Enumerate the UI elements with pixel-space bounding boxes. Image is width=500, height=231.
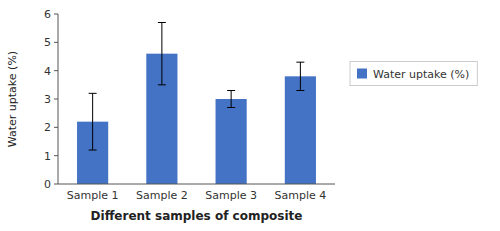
y-tick xyxy=(54,155,58,156)
y-axis-line xyxy=(58,14,59,184)
x-axis-line xyxy=(58,184,335,185)
y-tick xyxy=(54,184,58,185)
error-cap xyxy=(158,22,166,23)
y-tick-label: 6 xyxy=(44,8,51,21)
y-tick-label: 4 xyxy=(44,65,51,78)
x-tick-label: Sample 4 xyxy=(275,189,327,202)
error-cap xyxy=(89,150,97,151)
y-tick xyxy=(54,127,58,128)
error-line xyxy=(161,23,162,85)
y-tick xyxy=(54,99,58,100)
error-bar xyxy=(158,23,166,85)
x-tick-label: Sample 2 xyxy=(136,189,188,202)
y-axis-label: Water uptake (%) xyxy=(6,51,19,147)
error-cap xyxy=(296,62,304,63)
y-tick-label: 2 xyxy=(44,121,51,134)
error-cap xyxy=(227,90,235,91)
y-tick-label: 1 xyxy=(44,150,51,163)
error-bar xyxy=(227,91,235,108)
y-tick xyxy=(54,70,58,71)
error-line xyxy=(300,62,301,90)
error-bar xyxy=(296,62,304,90)
error-bar xyxy=(89,93,97,150)
y-tick xyxy=(54,14,58,15)
x-tick-label: Sample 1 xyxy=(67,189,119,202)
error-cap xyxy=(89,93,97,94)
legend-label: Water uptake (%) xyxy=(373,68,469,81)
bar xyxy=(285,76,316,184)
x-axis-label: Different samples of composite xyxy=(91,209,303,223)
legend-frame xyxy=(350,62,477,86)
y-tick-label: 5 xyxy=(44,36,51,49)
y-tick-label: 3 xyxy=(44,93,51,106)
legend-swatch xyxy=(357,69,367,79)
error-line xyxy=(92,93,93,150)
legend: Water uptake (%) xyxy=(350,62,477,86)
error-cap xyxy=(296,90,304,91)
y-tick-label: 0 xyxy=(44,178,51,191)
chart-svg: 0 1 2 3 4 5 6 Sample 1 Sample 2 Sample 3 Sample 4 D… xyxy=(0,0,500,231)
bar xyxy=(216,99,247,184)
chart-container: 0 1 2 3 4 5 6 Sample 1 Sample 2 Sample 3 Sample 4 D… xyxy=(0,0,500,231)
y-tick xyxy=(54,42,58,43)
error-line xyxy=(231,91,232,108)
x-tick-label: Sample 3 xyxy=(205,189,257,202)
bars xyxy=(77,23,316,185)
error-cap xyxy=(158,84,166,85)
error-cap xyxy=(227,107,235,108)
